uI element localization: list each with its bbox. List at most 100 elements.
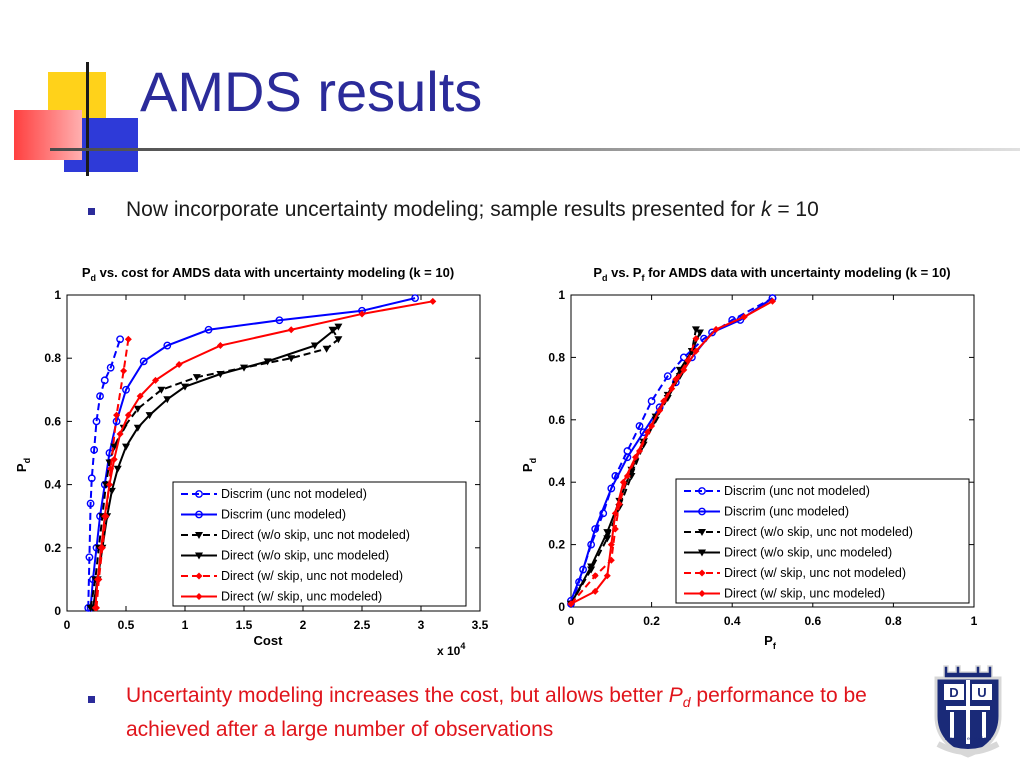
chart1-legend-label-0: Discrim (unc not modeled) xyxy=(221,487,367,501)
chart2-legend-marker-3 xyxy=(698,549,706,557)
chart1-y-tick-label: 0.6 xyxy=(44,414,61,428)
chart2-y-tick-label: 1 xyxy=(558,288,565,302)
chart2-legend-marker-2 xyxy=(698,529,706,536)
chart2-legend-marker-0 xyxy=(698,487,706,495)
chart2-series-0-point xyxy=(647,397,656,405)
chart2-series-5-point xyxy=(656,406,664,414)
chart1-series-0-point xyxy=(116,335,125,344)
chart1-series-3-point xyxy=(133,424,142,432)
chart1-x-tick-label: 2.5 xyxy=(354,618,371,632)
red-square xyxy=(14,110,82,160)
chart2-series-5-point xyxy=(692,347,700,355)
chart2-legend-label-0: Discrim (unc not modeled) xyxy=(724,484,870,498)
chart1-y-label: Pd xyxy=(14,458,32,472)
chart1-series-3-point xyxy=(263,358,272,366)
chart1-series-0-point xyxy=(100,376,109,385)
chart1-series-3-point xyxy=(334,323,343,331)
chart1-x-tick-label: 1 xyxy=(182,618,189,632)
chart1-series-5-point xyxy=(97,544,105,552)
chart1-plot-area: 0 0.5 1 1.5 2 2.5 3 3.5 0 0.2 0.4 0.6 0.8 1 Discrim (u… xyxy=(44,288,488,632)
chart1-legend-label-1: Discrim (unc modeled) xyxy=(221,508,346,522)
chart2-series-1-point xyxy=(607,484,616,493)
chart1-series-line-0 xyxy=(87,338,122,608)
chart2-series-1-point xyxy=(708,328,716,337)
chart1-legend-label-4: Direct (w/ skip, unc not modeled) xyxy=(221,569,403,583)
chart1-x-tick-label: 3 xyxy=(418,618,425,632)
chart1-series-2-point xyxy=(287,355,296,363)
chart1-y-tick-label: 0.8 xyxy=(44,351,61,365)
chart1-series-1-point xyxy=(411,294,419,303)
slide-title: AMDS results xyxy=(140,60,483,123)
chart1-series-2-point xyxy=(133,405,142,413)
chart1-series-3-point xyxy=(310,342,319,350)
chart2-series-4-point xyxy=(607,556,615,564)
chart2-legend-label-2: Direct (w/o skip, unc not modeled) xyxy=(724,525,913,539)
chart2-series-5-point xyxy=(619,478,627,486)
chart1-series-5-point xyxy=(101,512,109,520)
chart1-x-tick-label: 1.5 xyxy=(236,618,253,632)
chart2-title-p: P xyxy=(593,265,602,280)
chart1-x-multiplier-base: x 10 xyxy=(437,644,461,658)
chart1-y-label-sub: d xyxy=(22,458,32,464)
chart1-series-3-point xyxy=(113,465,122,473)
chart1-series-5-point xyxy=(429,297,437,305)
chart1-x-multiplier: x 104 xyxy=(437,641,465,658)
chart1-legend-label-3: Direct (w/o skip, unc modeled) xyxy=(221,549,389,563)
chart1-x-multiplier-exp: 4 xyxy=(460,641,465,651)
chart2-x-tick-label: 1 xyxy=(971,614,978,628)
chart2-series-4-point xyxy=(672,375,680,383)
chart1-series-1-point xyxy=(122,385,130,394)
chart1-series-3-point xyxy=(181,383,189,391)
university-shield-logo: D U xyxy=(934,665,1002,758)
chart2-y-tick-label: 0.6 xyxy=(548,413,565,427)
chart2-title-rest2: for AMDS data with uncertainty modeling … xyxy=(644,265,950,280)
chart1-series-5-point xyxy=(105,481,113,489)
chart2-legend-box xyxy=(675,478,970,604)
chart-pd-vs-cost: Pd vs. cost for AMDS data with uncertain… xyxy=(14,265,489,658)
chart2-legend-marker-5 xyxy=(698,590,706,597)
chart2-title: Pd vs. Pf for AMDS data with uncertainty… xyxy=(593,265,950,283)
chart1-legend-label-2: Direct (w/o skip, unc not modeled) xyxy=(221,528,410,542)
chart1-y-label-p: P xyxy=(14,463,29,472)
corner-decoration xyxy=(0,0,160,180)
chart1-series-3-point xyxy=(163,396,172,404)
chart2-x-label-sub: f xyxy=(773,641,777,651)
chart2-x-tick-label: 0.8 xyxy=(885,614,902,628)
chart1-y-tick-label: 1 xyxy=(54,288,61,302)
svg-text:U: U xyxy=(977,685,986,700)
chart-pd-vs-pf: Pd vs. Pf for AMDS data with uncertainty… xyxy=(520,265,978,651)
chart1-series-2-point xyxy=(110,443,119,451)
chart2-y-label-sub: d xyxy=(528,458,538,464)
chart1-series-2-point xyxy=(157,386,166,394)
chart2-legend-label-5: Direct (w/ skip, unc modeled) xyxy=(724,587,885,601)
chart2-legend-marker-1 xyxy=(698,507,706,516)
chart2-series-5-point xyxy=(680,366,688,374)
chart1-legend-marker-0 xyxy=(195,490,203,498)
chart2-series-line-0 xyxy=(570,297,773,605)
chart1-series-2-point xyxy=(192,374,201,382)
chart1-series-1-point xyxy=(204,325,213,334)
chart1-series-5-point xyxy=(216,342,224,350)
chart1-series-3-point xyxy=(216,371,225,378)
title-underline xyxy=(50,148,1020,151)
bullet-2-sub: d xyxy=(683,694,691,710)
chart2-series-1-point xyxy=(623,453,632,462)
chart1-series-line-2 xyxy=(89,329,340,609)
chart2-y-tick-label: 0.4 xyxy=(548,475,565,489)
chart1-series-5-point xyxy=(94,575,102,583)
bullet-2-pre: Uncertainty modeling increases the cost,… xyxy=(126,684,669,707)
chart1-x-tick-label: 3.5 xyxy=(472,618,489,632)
chart2-title-sub: d xyxy=(602,273,608,283)
bullet-marker-1 xyxy=(88,208,95,215)
chart2-y-tick-label: 0.2 xyxy=(548,538,565,552)
chart1-series-1-point xyxy=(163,341,172,350)
chart2-legend-label-3: Direct (w/o skip, unc modeled) xyxy=(724,546,892,560)
chart2-legend-marker-4 xyxy=(698,569,706,577)
chart2-series-5-point xyxy=(611,509,619,517)
chart1-series-5-point xyxy=(116,430,124,438)
chart1-series-0-point xyxy=(90,445,99,454)
chart1-title: Pd vs. cost for AMDS data with uncertain… xyxy=(82,265,454,283)
chart1-series-0-point xyxy=(86,499,95,508)
chart1-series-3-point xyxy=(122,443,130,451)
bullet-2-sub-text: d xyxy=(682,694,691,711)
